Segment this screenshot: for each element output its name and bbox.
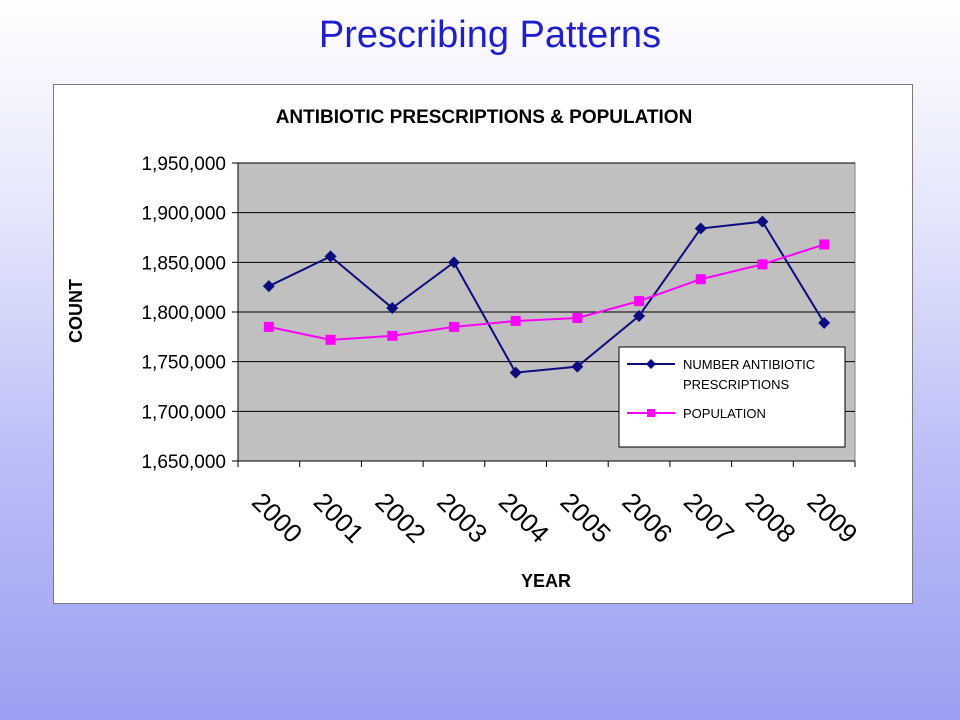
series-1-point bbox=[509, 366, 522, 379]
legend-marker-diamond bbox=[646, 359, 656, 369]
series-1-point bbox=[262, 280, 275, 293]
series-1-point bbox=[447, 256, 460, 269]
x-tick-label: 2004 bbox=[493, 487, 555, 549]
x-tick-label: 2001 bbox=[308, 487, 370, 549]
series-1-point bbox=[756, 215, 769, 228]
y-tick-label: 1,900,000 bbox=[141, 204, 226, 225]
series-1-point bbox=[694, 222, 707, 235]
series-1-point bbox=[633, 309, 646, 322]
y-tick-label: 1,650,000 bbox=[141, 452, 226, 473]
x-tick-label: 2000 bbox=[246, 487, 308, 549]
series-2-point bbox=[448, 321, 459, 332]
chart-title: ANTIBIOTIC PRESCRIPTIONS & POPULATION bbox=[276, 107, 693, 128]
series-2-point bbox=[510, 315, 521, 326]
series-line-2 bbox=[268, 243, 825, 341]
series-2-point bbox=[325, 334, 336, 345]
series-2-point bbox=[572, 312, 583, 323]
x-axis-label: YEAR bbox=[521, 571, 571, 591]
x-tick-label: 2003 bbox=[431, 487, 493, 549]
x-tick-label: 2008 bbox=[740, 487, 802, 549]
y-tick-label: 1,950,000 bbox=[141, 154, 226, 175]
series-2-point bbox=[263, 321, 274, 332]
series-2-point bbox=[819, 239, 830, 250]
legend-label: NUMBER ANTIBIOTIC bbox=[683, 357, 815, 372]
series-2-point bbox=[634, 296, 645, 307]
legend-label: PRESCRIPTIONS bbox=[683, 377, 790, 392]
series-line-1 bbox=[268, 220, 826, 374]
x-tick-label: 2005 bbox=[555, 487, 617, 549]
y-tick-label: 1,750,000 bbox=[141, 353, 226, 374]
x-tick-label: 2006 bbox=[616, 487, 678, 549]
series-2-point bbox=[695, 274, 706, 285]
slide-title: Prescribing Patterns bbox=[318, 14, 662, 56]
y-tick-label: 1,850,000 bbox=[141, 253, 226, 274]
x-tick-label: 2009 bbox=[801, 487, 863, 549]
y-tick-label: 1,800,000 bbox=[141, 303, 226, 324]
y-axis-label: COUNT bbox=[66, 279, 86, 343]
legend-label: POPULATION bbox=[683, 406, 766, 421]
series-1-point bbox=[324, 250, 337, 263]
series-1-point bbox=[818, 316, 831, 329]
x-tick-label: 2002 bbox=[370, 487, 432, 549]
x-tick-label: 2007 bbox=[678, 487, 740, 549]
series-2-point bbox=[757, 259, 768, 270]
series-1-point bbox=[571, 360, 584, 373]
legend-marker-square bbox=[647, 409, 655, 417]
series-1-point bbox=[386, 302, 399, 315]
y-tick-label: 1,700,000 bbox=[141, 402, 226, 423]
series-2-point bbox=[387, 330, 398, 341]
